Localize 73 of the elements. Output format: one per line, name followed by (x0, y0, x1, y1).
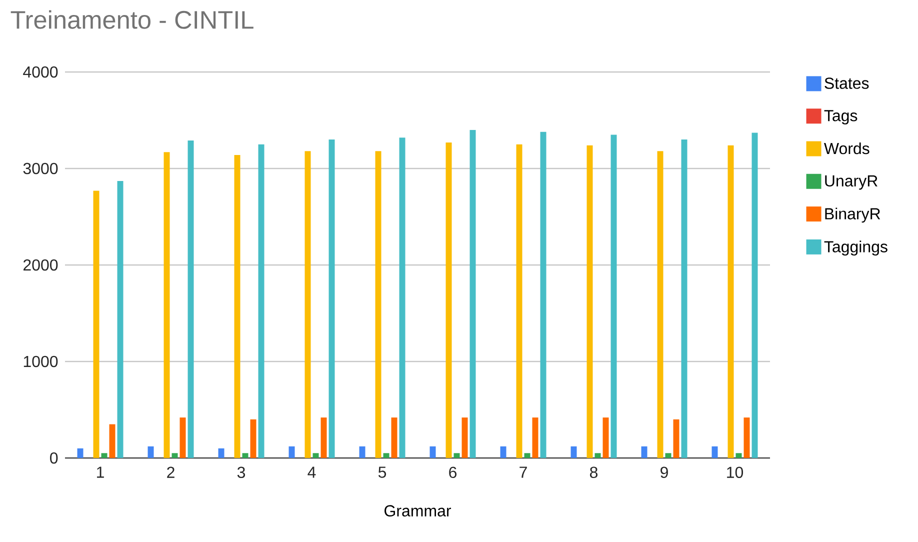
bar (93, 190, 100, 458)
bar (602, 417, 609, 458)
bar (391, 417, 398, 458)
x-tick-label: 10 (727, 466, 744, 478)
x-tick-label: 9 (660, 466, 668, 478)
chart-title: Treinamento - CINTIL (10, 10, 254, 29)
bar (109, 424, 116, 458)
bar (375, 151, 382, 458)
bar (454, 453, 460, 458)
bar (524, 453, 530, 458)
bar (250, 419, 256, 458)
bar (500, 446, 506, 458)
bar (188, 140, 194, 458)
bar (218, 448, 224, 458)
bar (728, 145, 734, 458)
x-tick-label: 3 (237, 466, 246, 478)
bar (641, 446, 648, 458)
bar (242, 453, 248, 458)
bar (304, 151, 311, 458)
y-tick-label: 3000 (23, 162, 58, 174)
legend-label: Taggings (824, 240, 888, 256)
x-tick-label: 5 (378, 466, 386, 478)
bar (516, 144, 522, 458)
y-tick-label: 1000 (24, 356, 58, 368)
bar (383, 453, 390, 458)
x-axis-title: Grammar (384, 505, 452, 516)
x-tick-label: 2 (167, 466, 174, 478)
y-tick-label: 4000 (23, 66, 58, 78)
bar (320, 417, 327, 458)
bar (540, 132, 546, 458)
x-tick-label: 6 (449, 466, 456, 478)
bar (470, 130, 476, 458)
bar (399, 138, 406, 458)
bar (610, 134, 617, 458)
bar (312, 453, 319, 458)
bar (462, 417, 468, 458)
bar (77, 448, 84, 458)
legend-label: Tags (824, 110, 858, 124)
bar (657, 151, 664, 458)
bar (570, 446, 577, 458)
bar (586, 145, 593, 458)
bar (180, 417, 186, 458)
x-tick-label: 4 (308, 466, 316, 478)
legend-label: UnaryR (825, 175, 878, 190)
bar (101, 453, 108, 458)
bar (234, 154, 240, 458)
bar (673, 419, 680, 458)
bar (288, 446, 295, 458)
bar (752, 132, 758, 458)
y-tick-label: 2000 (24, 259, 58, 271)
bar (172, 453, 178, 458)
bar (594, 453, 601, 458)
x-tick-label: 8 (590, 466, 598, 478)
bar (712, 446, 718, 458)
legend-label: Words (824, 142, 870, 154)
y-tick-label: 0 (50, 452, 58, 464)
bar (665, 453, 672, 458)
legend-label: States (824, 78, 869, 89)
bar (164, 152, 170, 458)
bar (328, 140, 335, 458)
bar (744, 417, 750, 458)
bar (681, 140, 688, 458)
bar (430, 446, 436, 458)
bar (359, 446, 366, 458)
bar (117, 181, 124, 458)
legend-label: BinaryR (825, 208, 880, 223)
bar (258, 144, 264, 458)
x-tick-label: 7 (520, 466, 527, 478)
bar (148, 446, 154, 458)
bar (736, 453, 742, 458)
x-tick-label: 1 (97, 466, 104, 478)
bar (446, 142, 452, 458)
bar (532, 417, 538, 458)
